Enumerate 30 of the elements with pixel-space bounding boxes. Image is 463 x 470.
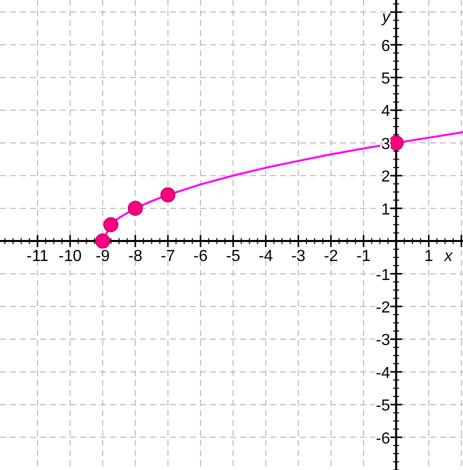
point <box>388 135 404 150</box>
y-tick-label: 2 <box>381 168 390 186</box>
point <box>160 187 176 202</box>
x-tick-label: -2 <box>324 248 338 266</box>
y-tick-label: -4 <box>376 364 390 382</box>
y-tick-label: 6 <box>381 38 390 55</box>
y-tick-label: -1 <box>376 266 390 284</box>
y-axis-title: y <box>381 8 392 26</box>
point <box>95 234 110 249</box>
x-tick-label: -5 <box>226 248 240 266</box>
x-tick-label: -11 <box>26 248 49 266</box>
y-tick-label: 5 <box>381 70 390 88</box>
y-tick-label: 4 <box>381 103 390 120</box>
y-tick-label: -5 <box>376 398 390 415</box>
point <box>128 200 143 216</box>
y-tick-label: -3 <box>376 332 390 350</box>
x-tick-label: -6 <box>193 248 208 266</box>
x-tick-label: -3 <box>291 248 306 266</box>
y-tick-label: 1 <box>381 201 390 218</box>
x-tick-label: -4 <box>258 248 273 266</box>
x-tick-label: -7 <box>160 248 176 266</box>
point <box>103 217 118 232</box>
x-tick-label: -8 <box>128 248 143 266</box>
x-axis-title: x <box>443 248 454 266</box>
x-tick-label: -1 <box>356 248 371 266</box>
y-tick-label: -2 <box>376 299 390 316</box>
y-tick-label: -6 <box>376 430 390 448</box>
x-tick-label: -9 <box>96 248 110 266</box>
x-tick-label: 1 <box>424 248 434 266</box>
x-tick-label: -10 <box>58 248 82 266</box>
